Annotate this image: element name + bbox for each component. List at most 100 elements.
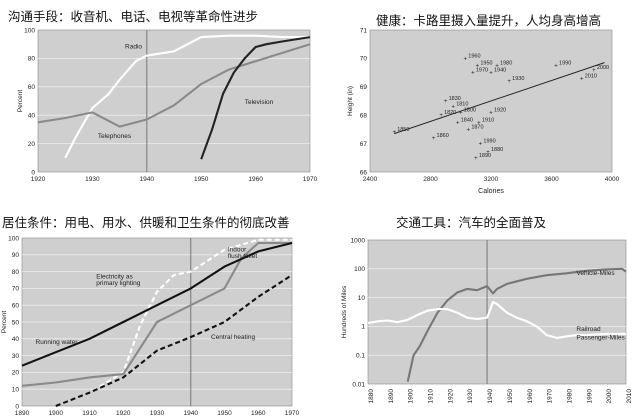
x-tick-label: 1930 — [150, 410, 165, 417]
y-tick-label: 0.1 — [356, 353, 365, 360]
data-point-label: 1930 — [512, 76, 524, 82]
x-tick-label: 1920 — [116, 410, 131, 417]
data-point: + — [476, 64, 480, 70]
series-annotation: Radio — [125, 43, 142, 50]
x-tick-label: 1920 — [447, 389, 454, 404]
data-point-label: 1880 — [491, 147, 503, 153]
data-point: + — [495, 64, 499, 70]
communication-chart-title: 沟通手段：收音机、电话、电视等革命性进步 — [8, 9, 259, 24]
data-point: + — [467, 127, 471, 133]
data-point: + — [464, 56, 468, 62]
data-point: + — [459, 110, 463, 116]
y-tick-label: 66 — [360, 169, 368, 176]
y-tick-label: 1000 — [351, 237, 366, 244]
data-point: + — [486, 150, 490, 156]
data-point: + — [456, 120, 460, 126]
x-tick-label: 1910 — [428, 389, 435, 404]
x-tick-label: 1940 — [487, 389, 494, 404]
data-point-label: 1920 — [494, 107, 506, 113]
data-point: + — [474, 156, 478, 162]
data-point-label: 1950 — [480, 61, 492, 67]
y-tick-label: 40 — [12, 336, 20, 343]
series-line — [37, 43, 311, 128]
series-line — [64, 34, 310, 159]
series-line — [367, 301, 626, 339]
data-point-label: 1910 — [482, 117, 494, 123]
series-line — [200, 36, 311, 160]
series-annotation: Vehicle-Miles — [576, 270, 615, 277]
plot-area — [367, 239, 627, 385]
y-tick-label: 68 — [360, 113, 368, 120]
communication-chart: 0 20 40 60 80 100 1920 1930 1940 1950 1960 1970 Perc… — [17, 27, 318, 183]
x-tick-label: 2000 — [606, 389, 613, 404]
data-point-label: 1820 — [444, 110, 456, 116]
data-point-label: 1850 — [397, 127, 409, 133]
y-tick-label: 80 — [12, 269, 20, 276]
y-axis-label: Percent — [1, 311, 8, 334]
transport-chart: 0.01 0.1 1 10 100 1000 1880 1890 1900 1910 1920 193… — [341, 237, 633, 404]
x-tick-label: 3200 — [484, 176, 499, 183]
y-tick-label: 70 — [360, 56, 368, 63]
y-tick-label: 100 — [24, 27, 35, 34]
data-point: + — [444, 99, 448, 105]
health-chart: 66 67 68 69 70 71 2400 2800 3200 3600 4000 Height (… — [347, 27, 620, 195]
series-annotation: Running water — [36, 339, 79, 346]
y-axis-label: Height (in) — [347, 86, 354, 116]
data-point-label: 1960 — [468, 53, 480, 59]
data-point-label: 1970 — [476, 68, 488, 74]
plot-area — [37, 29, 311, 173]
data-point-label: 1830 — [449, 96, 461, 102]
y-tick-label: 100 — [354, 266, 365, 273]
x-tick-label: 1960 — [527, 389, 534, 404]
data-point-label: 1890 — [479, 153, 491, 159]
data-point-label: 1800 — [464, 107, 476, 113]
communication-chart-panel: 沟通手段：收音机、电话、电视等革命性进步 0 20 40 60 80 100 1920 193… — [0, 0, 320, 210]
transport-chart-title: 交通工具：汽车的全面普及 — [396, 215, 547, 230]
y-tick-label: 20 — [12, 370, 20, 377]
data-point-label: 1870 — [471, 124, 483, 130]
x-tick-label: 1880 — [368, 389, 375, 404]
series-annotation: flush toilet — [228, 253, 257, 260]
series-annotation: primary lighting — [96, 280, 140, 287]
series-line — [21, 241, 292, 387]
y-tick-label: 30 — [12, 353, 20, 360]
y-tick-label: 40 — [28, 113, 36, 120]
housing-chart-panel: 居住条件：用电、用水、供暖和卫生条件的彻底改善 0 10 20 30 40 50 60 70 8… — [0, 210, 320, 420]
data-point: + — [580, 76, 584, 82]
y-axis-label: Percent — [17, 90, 24, 113]
x-tick-label: 1910 — [82, 410, 97, 417]
series-line — [406, 267, 627, 382]
data-point: + — [392, 130, 396, 136]
x-tick-label: 1970 — [547, 389, 554, 404]
x-tick-label: 2800 — [423, 176, 438, 183]
data-point-label: 1990 — [559, 61, 571, 67]
series-annotation: Passenger-Miles — [576, 335, 625, 342]
data-point: + — [489, 71, 493, 77]
x-tick-label: 1970 — [285, 410, 300, 417]
series-annotation: Electricity as — [96, 273, 133, 280]
x-tick-label: 1980 — [566, 389, 573, 404]
x-axis-label: Calories — [478, 188, 504, 195]
x-tick-label: 1940 — [140, 176, 155, 183]
y-tick-label: 71 — [360, 27, 368, 34]
y-tick-label: 50 — [12, 319, 20, 326]
x-tick-label: 1990 — [586, 389, 593, 404]
x-tick-label: 1950 — [217, 410, 232, 417]
x-tick-label: 1960 — [248, 176, 263, 183]
data-point-label: 1980 — [500, 61, 512, 67]
y-tick-label: 100 — [8, 235, 19, 242]
health-chart-title: 健康：卡路里摄入量提升，人均身高增高 — [376, 13, 602, 28]
y-tick-label: 0.01 — [352, 381, 365, 388]
trend-line — [394, 62, 605, 135]
x-tick-label: 1970 — [303, 176, 318, 183]
y-tick-label: 60 — [12, 303, 20, 310]
data-point: + — [592, 68, 596, 74]
x-tick-label: 2400 — [363, 176, 378, 183]
data-point: + — [507, 79, 511, 85]
series-line — [55, 274, 293, 407]
data-point-label: 1810 — [456, 102, 468, 108]
data-point-label: 2010 — [585, 73, 597, 79]
x-tick-label: 1950 — [507, 389, 514, 404]
y-tick-label: 20 — [28, 141, 36, 148]
data-point: + — [554, 64, 558, 70]
